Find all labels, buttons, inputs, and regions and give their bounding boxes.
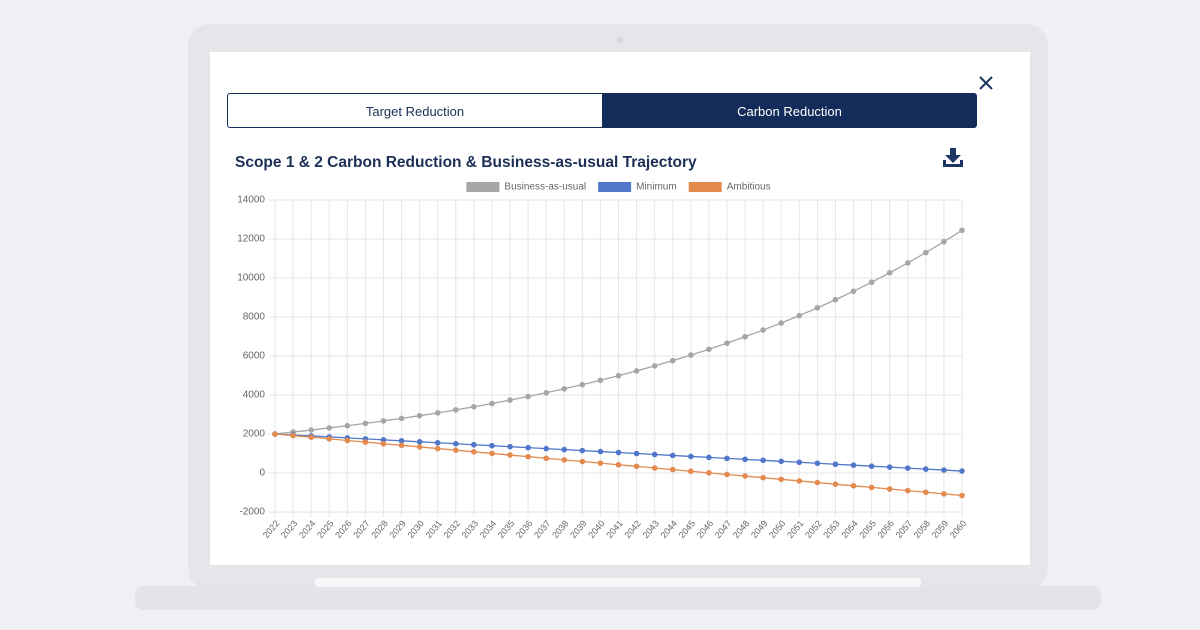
- hinge: [315, 578, 921, 587]
- laptop-base: [135, 586, 1101, 610]
- close-icon[interactable]: [979, 76, 993, 90]
- download-icon[interactable]: [943, 148, 963, 167]
- display: [210, 52, 1030, 565]
- tab[interactable]: Target Reduction: [227, 93, 603, 128]
- tab[interactable]: Carbon Reduction: [602, 93, 977, 128]
- camera: [617, 37, 623, 43]
